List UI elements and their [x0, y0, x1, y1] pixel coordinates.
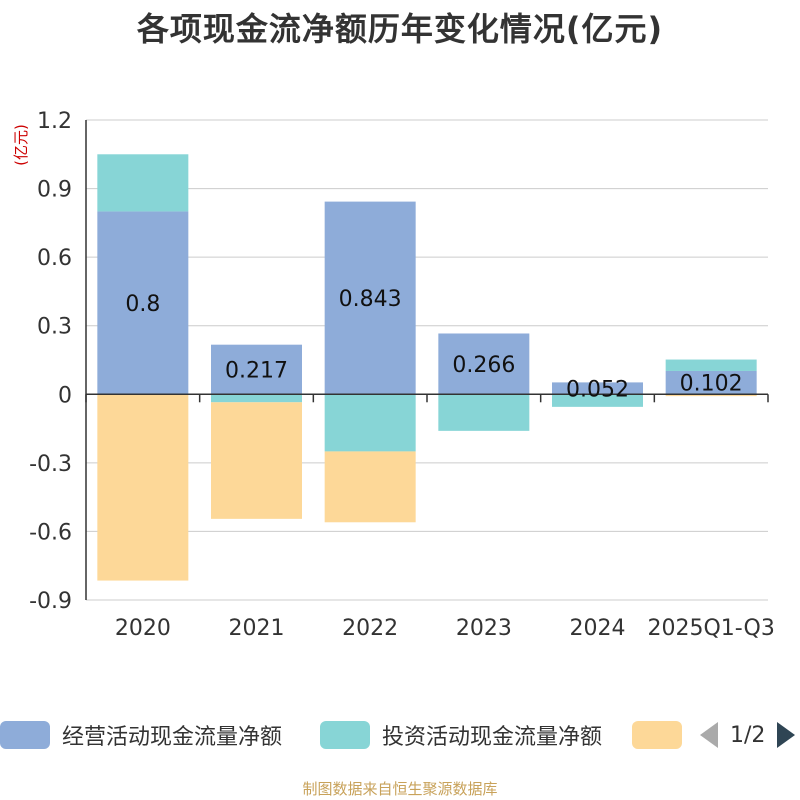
y-tick-label: 0.9 — [37, 178, 72, 203]
legend-item-financing[interactable] — [632, 715, 694, 755]
legend-item-investing[interactable]: 投资活动现金流量净额 — [320, 715, 602, 755]
bar-investing — [665, 359, 757, 371]
x-tick-label: 2024 — [570, 616, 626, 641]
legend-label-investing: 投资活动现金流量净额 — [382, 725, 603, 750]
bar-investing — [97, 154, 189, 212]
bar-operating — [211, 344, 302, 395]
bar-investing — [324, 394, 416, 452]
bar-investing — [211, 394, 302, 403]
data-label: 0.102 — [680, 372, 743, 397]
bar-investing — [552, 394, 643, 407]
x-tick-label: 2021 — [229, 616, 285, 641]
source-note: 制图数据来自恒生聚源数据库 — [302, 780, 498, 798]
legend-swatch-investing — [320, 721, 370, 749]
chart-title: 各项现金流净额历年变化情况(亿元) — [136, 10, 664, 48]
data-label: 0.8 — [125, 292, 160, 317]
bar-financing — [665, 394, 757, 397]
y-axis-label: (亿元) — [12, 124, 30, 166]
legend-item-operating[interactable]: 经营活动现金流量净额 — [0, 715, 282, 755]
data-label: 0.843 — [339, 287, 402, 312]
x-tick-label: 2020 — [115, 616, 171, 641]
y-tick-label: 0.3 — [37, 315, 72, 340]
data-label: 0.217 — [225, 358, 288, 383]
legend-label-operating: 经营活动现金流量净额 — [62, 725, 283, 750]
prev-page-arrow-icon[interactable] — [700, 722, 718, 748]
y-tick-label: 1.2 — [37, 109, 72, 134]
next-page-arrow-icon[interactable] — [777, 722, 796, 748]
data-label: 0.052 — [566, 377, 629, 402]
legend-swatch-financing — [632, 721, 682, 749]
legend-pager: 1/2 — [700, 715, 796, 755]
data-label: 0.266 — [452, 353, 515, 378]
bar-operating — [438, 333, 530, 395]
y-tick-label: 0.6 — [37, 246, 72, 271]
y-tick-label: -0.9 — [29, 589, 72, 614]
x-tick-label: 2025Q1-Q3 — [647, 616, 774, 641]
bar-operating — [665, 370, 757, 395]
x-tick-label: 2023 — [456, 616, 512, 641]
y-tick-label: 0 — [58, 383, 72, 408]
chart-plot: 1.2 0.9 0.6 0.3 0 -0.3 -0.6 -0.9 (亿元) 2020 2021 202… — [12, 109, 775, 641]
bar-operating — [324, 201, 416, 395]
bar-operating — [97, 211, 189, 395]
bar-operating — [552, 382, 643, 395]
x-tick-label: 2022 — [342, 616, 398, 641]
y-tick-label: -0.3 — [29, 452, 72, 477]
y-tick-label: -0.6 — [29, 520, 72, 545]
bar-investing — [438, 394, 530, 431]
legend-swatch-operating — [0, 721, 50, 749]
bar-financing — [97, 394, 189, 581]
bar-financing — [324, 451, 416, 523]
bar-financing — [211, 402, 302, 519]
legend-page-indicator: 1/2 — [730, 722, 766, 748]
